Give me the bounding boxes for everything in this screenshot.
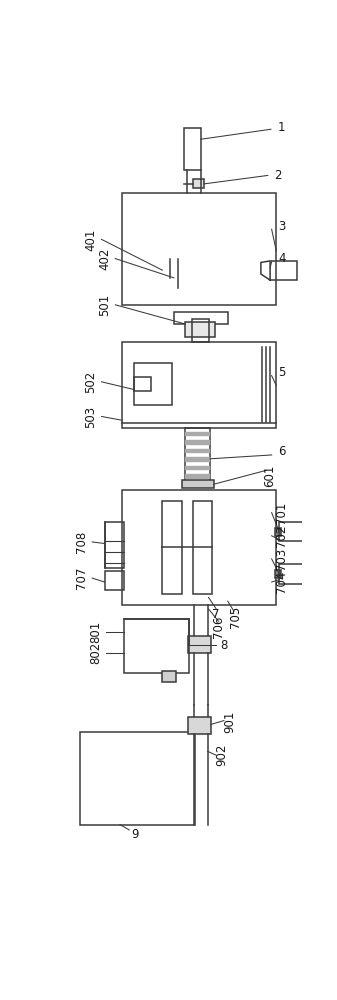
Text: 402: 402 xyxy=(98,247,111,270)
Bar xyxy=(134,363,172,405)
Bar xyxy=(270,261,297,280)
Text: 707: 707 xyxy=(75,567,88,589)
Bar xyxy=(162,671,176,682)
Text: 4: 4 xyxy=(278,252,285,265)
Bar xyxy=(275,528,281,536)
Text: 8: 8 xyxy=(220,639,227,652)
Bar xyxy=(185,449,210,453)
Text: 706: 706 xyxy=(212,615,225,638)
Text: 802: 802 xyxy=(89,642,102,664)
Bar xyxy=(104,522,124,568)
Bar xyxy=(80,732,195,825)
Bar xyxy=(174,312,228,324)
Text: 801: 801 xyxy=(89,621,102,643)
Bar xyxy=(185,457,210,462)
Text: 601: 601 xyxy=(264,465,277,487)
Text: 901: 901 xyxy=(223,711,236,733)
Text: 902: 902 xyxy=(215,744,228,766)
Bar xyxy=(185,322,215,337)
Text: 3: 3 xyxy=(278,220,285,233)
Bar xyxy=(122,193,276,305)
Bar xyxy=(185,428,210,482)
Text: 9: 9 xyxy=(132,828,139,841)
Bar xyxy=(124,619,189,673)
Bar xyxy=(122,490,276,605)
Bar xyxy=(275,570,281,578)
Bar xyxy=(185,440,210,445)
Text: 704: 704 xyxy=(275,571,288,593)
Bar xyxy=(104,571,124,590)
Bar xyxy=(182,480,214,488)
Bar xyxy=(185,474,210,479)
Bar xyxy=(279,522,309,541)
Text: 705: 705 xyxy=(229,606,242,628)
Text: 2: 2 xyxy=(274,169,282,182)
Bar xyxy=(185,432,210,436)
Bar xyxy=(185,466,210,470)
Text: 1: 1 xyxy=(278,121,285,134)
Text: 7: 7 xyxy=(212,608,220,621)
Polygon shape xyxy=(261,261,270,280)
Text: 503: 503 xyxy=(84,405,97,428)
Text: 401: 401 xyxy=(84,228,97,251)
Text: 702: 702 xyxy=(275,525,288,547)
Text: 501: 501 xyxy=(98,294,111,316)
Bar xyxy=(162,501,182,594)
Bar xyxy=(193,179,204,188)
Text: 502: 502 xyxy=(84,371,97,393)
Text: 708: 708 xyxy=(75,531,88,553)
Text: 703: 703 xyxy=(275,548,288,570)
Bar xyxy=(134,377,151,391)
Text: 5: 5 xyxy=(278,366,285,379)
Bar xyxy=(188,636,211,653)
Bar xyxy=(184,128,201,170)
Bar xyxy=(122,342,276,428)
Bar xyxy=(188,717,211,734)
Bar xyxy=(193,501,212,594)
Bar xyxy=(191,319,209,342)
Bar xyxy=(279,564,309,584)
Text: 6: 6 xyxy=(278,445,285,458)
Text: 701: 701 xyxy=(275,502,288,524)
